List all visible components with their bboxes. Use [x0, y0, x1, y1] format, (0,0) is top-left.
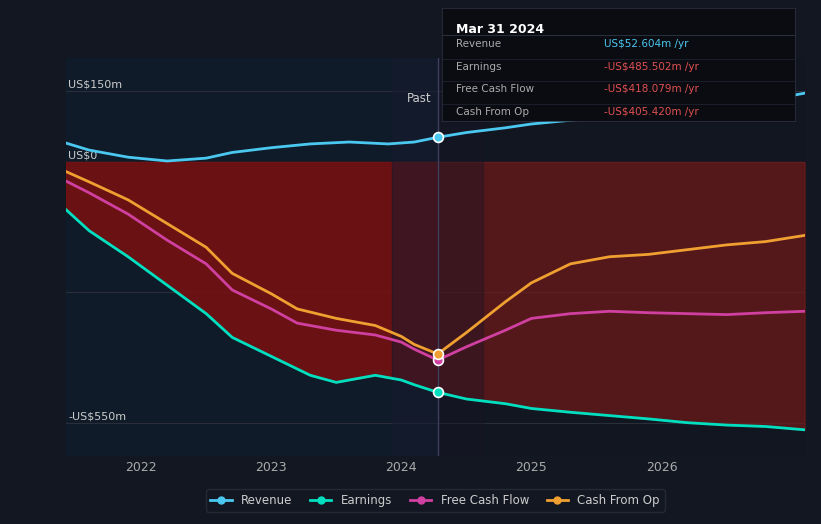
Text: Analysts Forecasts: Analysts Forecasts — [448, 92, 558, 105]
Text: US$0: US$0 — [68, 151, 98, 161]
Text: US$150m: US$150m — [68, 80, 122, 90]
Text: Earnings: Earnings — [456, 62, 502, 72]
Bar — [438, 58, 805, 456]
Bar — [438, 58, 484, 456]
Point — [431, 388, 444, 397]
Text: -US$485.502m /yr: -US$485.502m /yr — [604, 62, 699, 72]
Text: -US$418.079m /yr: -US$418.079m /yr — [604, 84, 699, 94]
Text: Mar 31 2024: Mar 31 2024 — [456, 23, 544, 36]
Text: Past: Past — [406, 92, 431, 105]
Point — [431, 350, 444, 358]
Point — [431, 133, 444, 141]
Text: Revenue: Revenue — [456, 39, 501, 49]
Text: -US$405.420m /yr: -US$405.420m /yr — [604, 107, 699, 117]
Text: Cash From Op: Cash From Op — [456, 107, 529, 117]
Text: US$52.604m /yr: US$52.604m /yr — [604, 39, 689, 49]
Legend: Revenue, Earnings, Free Cash Flow, Cash From Op: Revenue, Earnings, Free Cash Flow, Cash … — [205, 489, 665, 512]
Text: -US$550m: -US$550m — [68, 412, 126, 422]
Point — [431, 356, 444, 364]
Text: Free Cash Flow: Free Cash Flow — [456, 84, 534, 94]
Bar — [66, 58, 438, 456]
Bar — [392, 58, 438, 456]
